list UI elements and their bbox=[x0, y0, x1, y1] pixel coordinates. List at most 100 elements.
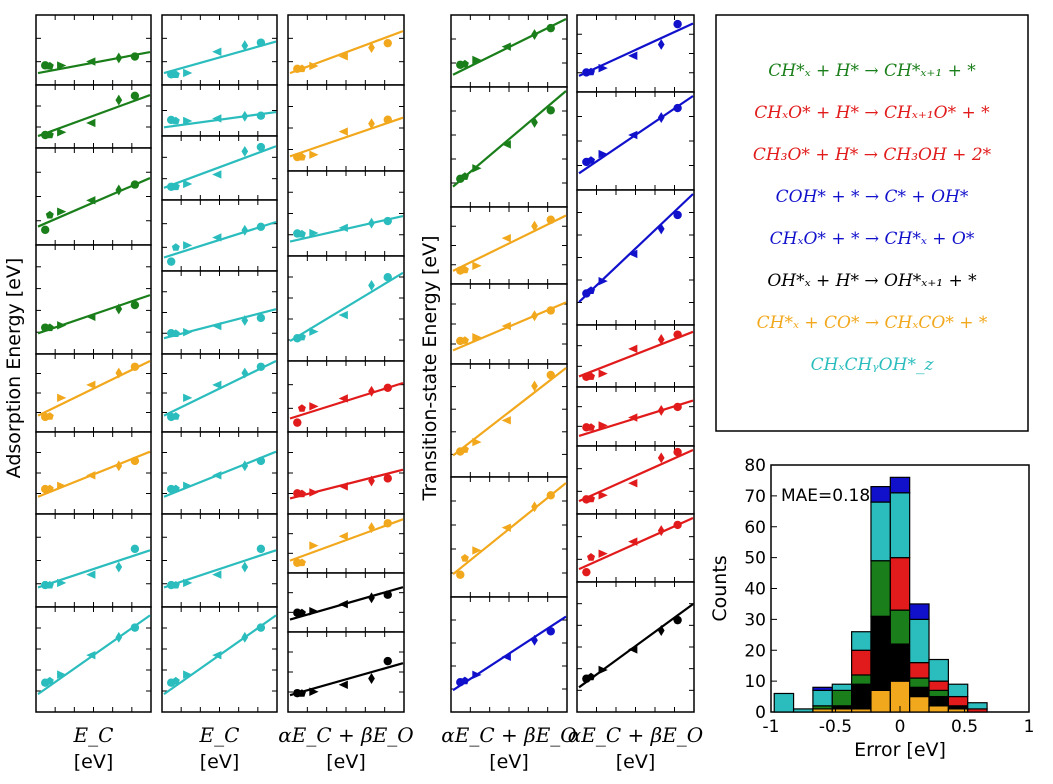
subplot bbox=[576, 91, 695, 191]
data-point bbox=[171, 581, 180, 589]
data-point bbox=[383, 115, 392, 124]
subplot-frame bbox=[287, 170, 405, 257]
data-point bbox=[673, 447, 682, 457]
data-point bbox=[171, 676, 180, 685]
data-point bbox=[472, 670, 482, 680]
data-point bbox=[460, 265, 469, 274]
data-point bbox=[309, 327, 319, 336]
data-point bbox=[183, 68, 193, 78]
subplot bbox=[287, 170, 405, 257]
data-point bbox=[115, 52, 123, 64]
subplot bbox=[576, 445, 695, 515]
data-point bbox=[598, 276, 608, 286]
histogram-bar bbox=[831, 689, 853, 707]
data-point bbox=[45, 210, 54, 219]
data-point bbox=[673, 103, 682, 113]
data-point bbox=[501, 42, 511, 51]
legend-entry: OH*ₓ + H* → OH*ₓ₊₁ + * bbox=[767, 271, 977, 291]
subplot bbox=[287, 14, 405, 86]
legend-entry: CHₓO* + * → CH*ₓ + O* bbox=[770, 229, 975, 249]
legend-box bbox=[715, 14, 1029, 432]
data-point bbox=[657, 525, 665, 537]
data-point bbox=[86, 570, 96, 579]
data-point bbox=[130, 300, 140, 310]
data-point bbox=[115, 631, 123, 643]
subplot bbox=[287, 360, 405, 433]
data-point bbox=[171, 116, 180, 125]
data-point bbox=[183, 241, 193, 250]
subplot bbox=[576, 189, 695, 326]
data-point bbox=[501, 652, 511, 661]
data-point bbox=[338, 394, 348, 403]
data-point bbox=[212, 380, 222, 390]
data-point bbox=[86, 196, 96, 205]
data-point bbox=[309, 150, 319, 159]
data-point bbox=[587, 156, 595, 164]
subplot bbox=[35, 244, 152, 355]
data-point bbox=[657, 333, 665, 345]
data-point bbox=[383, 383, 392, 392]
data-point bbox=[472, 164, 482, 173]
subplot bbox=[287, 572, 405, 633]
data-point bbox=[256, 313, 266, 323]
data-point bbox=[212, 471, 222, 480]
data-point bbox=[501, 416, 511, 425]
mae-annotation: MAE=0.18 bbox=[781, 486, 870, 506]
data-point bbox=[45, 61, 54, 70]
subplot-frame bbox=[287, 14, 405, 86]
histogram-bar bbox=[889, 609, 911, 645]
data-point bbox=[598, 549, 608, 558]
data-point bbox=[628, 344, 638, 354]
data-point bbox=[212, 321, 222, 331]
data-point bbox=[338, 531, 348, 541]
histogram-bar bbox=[792, 708, 814, 713]
data-point bbox=[531, 116, 538, 128]
data-point bbox=[309, 61, 319, 71]
x-tick-label: -0.5 bbox=[819, 717, 852, 737]
data-point bbox=[130, 456, 140, 466]
fit-line bbox=[163, 549, 277, 589]
data-point bbox=[309, 541, 319, 550]
subplot-frame bbox=[161, 84, 278, 137]
data-point bbox=[130, 52, 140, 61]
data-point bbox=[212, 114, 222, 123]
data-point bbox=[456, 570, 465, 579]
fit-line bbox=[163, 145, 277, 189]
data-point bbox=[587, 553, 595, 561]
data-point bbox=[587, 672, 595, 681]
data-point bbox=[293, 418, 302, 427]
subplot-frame bbox=[161, 513, 278, 608]
subplot bbox=[450, 363, 568, 478]
data-point bbox=[167, 257, 176, 266]
subplot-frame bbox=[161, 606, 278, 713]
column-xlabel-unit: [eV] bbox=[616, 751, 656, 773]
data-point bbox=[86, 471, 96, 480]
data-point bbox=[115, 561, 123, 573]
data-point bbox=[241, 631, 249, 643]
panel-column-4 bbox=[450, 14, 568, 713]
data-point bbox=[587, 67, 595, 76]
data-point bbox=[45, 323, 54, 332]
column-xlabel-expression: αE_C + βE_O bbox=[568, 723, 703, 747]
histogram-bar bbox=[870, 560, 891, 617]
fit-line bbox=[289, 518, 404, 562]
data-point bbox=[115, 367, 123, 379]
data-point bbox=[171, 484, 180, 493]
data-point bbox=[587, 423, 595, 431]
column-xlabel-expression: αE_C + βE_O bbox=[278, 723, 413, 747]
data-point bbox=[546, 491, 555, 500]
data-point bbox=[309, 402, 319, 411]
subplot bbox=[287, 513, 405, 574]
fit-line bbox=[289, 271, 404, 342]
data-point bbox=[657, 223, 665, 235]
transition-state-ylabel: Transition-state Energy [eV] bbox=[419, 236, 441, 502]
x-tick-label: 0 bbox=[895, 717, 906, 737]
histogram-bar bbox=[851, 631, 872, 651]
data-point bbox=[338, 310, 348, 320]
legend-entry: CH₃O* + H* → CH₃OH + 2* bbox=[753, 145, 992, 165]
subplot bbox=[161, 84, 278, 137]
data-point bbox=[57, 61, 67, 70]
data-point bbox=[546, 106, 555, 115]
data-point bbox=[501, 233, 511, 243]
x-tick-label: -1 bbox=[763, 717, 780, 737]
